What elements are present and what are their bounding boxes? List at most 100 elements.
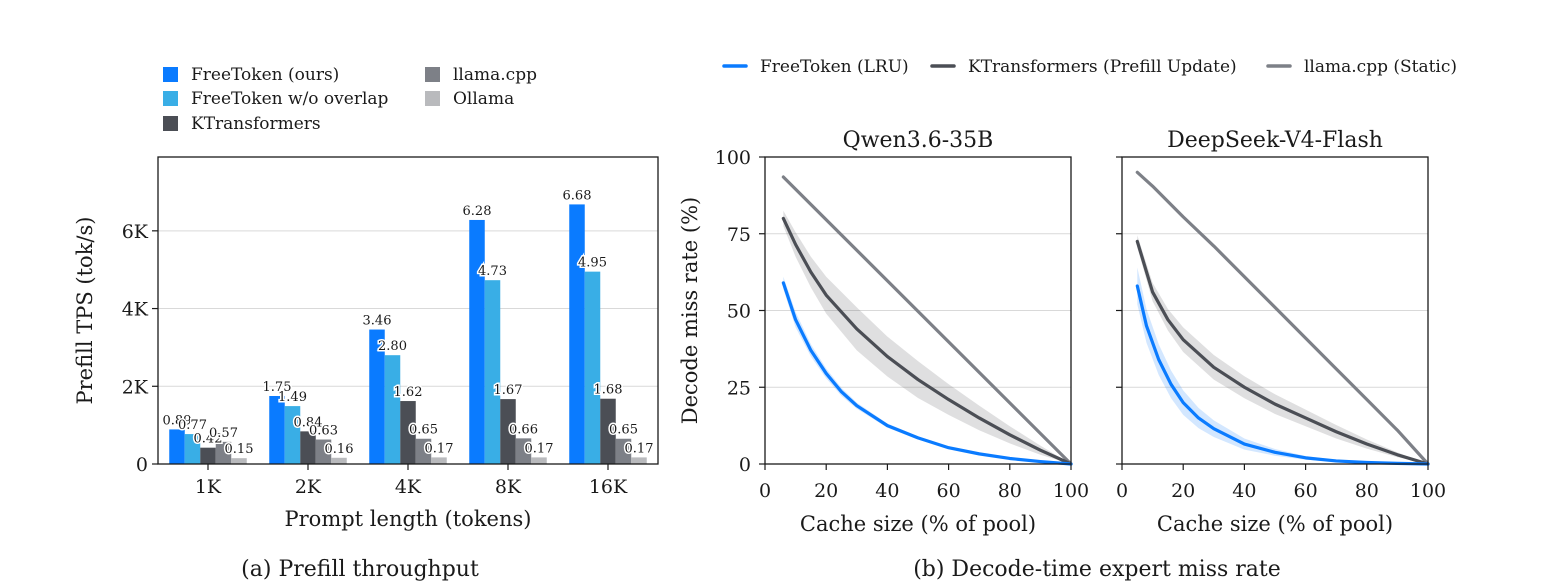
bar-value-label: 0.16: [325, 442, 354, 457]
bar-value-label: 0.42: [194, 432, 223, 447]
y-tick-label: 100: [715, 147, 751, 169]
x-tick-label: 20: [1171, 480, 1195, 502]
bar: [615, 438, 632, 464]
legend-swatch: [163, 116, 178, 131]
y-tick-label: 0: [739, 454, 751, 476]
caption-a: (a) Prefill throughput: [241, 557, 479, 582]
legend-label: FreeToken (LRU): [760, 57, 909, 77]
x-axis-label: Cache size (% of pool): [800, 512, 1036, 536]
y-tick-label: 6K: [122, 221, 149, 243]
bar: [315, 439, 332, 464]
bar: [300, 431, 316, 464]
bar: [400, 401, 416, 464]
caption-b: (b) Decode-time expert miss rate: [913, 557, 1281, 582]
x-tick-label: 8K: [495, 476, 522, 498]
panel-0: 0 25 50 75 100 0 20 40 60 80 100 Cache size (% of p…: [678, 128, 1089, 536]
x-tick-label: 80: [1355, 480, 1379, 502]
bar: [284, 406, 301, 464]
series-line: [1135, 239, 1430, 466]
bar: [369, 329, 385, 464]
bar-value-label: 2.80: [378, 339, 407, 354]
bar-value-label: 0.17: [425, 441, 454, 456]
x-tick-label: 4K: [395, 476, 422, 498]
y-axis-label: Prefill TPS (tok/s): [73, 217, 97, 405]
bar: [200, 447, 216, 464]
series-line: [1135, 170, 1430, 466]
x-tick-label: 100: [1410, 480, 1446, 502]
x-tick-label: 60: [937, 480, 961, 502]
bar-value-label: 0.66: [509, 422, 538, 437]
bar: [569, 204, 585, 464]
bar-value-label: 0.63: [309, 424, 338, 439]
bar: [215, 441, 232, 464]
legend-swatch: [425, 91, 440, 106]
bar-value-label: 4.95: [578, 256, 607, 271]
bar: [431, 457, 447, 464]
bar-value-label: 0.17: [525, 441, 554, 456]
bar-value-label: 0.77: [178, 418, 207, 433]
bar-value-label: 1.75: [263, 380, 292, 395]
legend-label: llama.cpp: [453, 65, 537, 85]
bar-value-label: 1.49: [278, 390, 307, 405]
x-axis-label: Cache size (% of pool): [1157, 512, 1393, 536]
y-axis-label: Decode miss rate (%): [678, 197, 702, 425]
series-line: [781, 281, 1073, 466]
panel-title: DeepSeek-V4-Flash: [1167, 128, 1383, 153]
y-tick-label: 4K: [122, 299, 149, 321]
bar: [415, 438, 432, 464]
bar: [600, 398, 616, 464]
series-line: [781, 216, 1073, 466]
bar: [631, 457, 647, 464]
bar: [584, 271, 601, 464]
y-tick-label: 0: [136, 454, 148, 476]
x-tick-label: 16K: [589, 476, 628, 498]
x-tick-label: 2K: [295, 476, 322, 498]
x-tick-label: 40: [1232, 480, 1256, 502]
x-axis-label: Prompt length (tokens): [285, 507, 532, 531]
confidence-band: [1137, 267, 1428, 464]
bar: [331, 457, 347, 464]
y-tick-label: 25: [727, 377, 751, 399]
x-tick-label: 0: [1116, 480, 1128, 502]
legend-swatch: [425, 67, 440, 82]
legend-label: Ollama: [453, 89, 514, 109]
x-tick-label: 0: [759, 480, 771, 502]
panel-title: Qwen3.6-35B: [843, 128, 994, 153]
x-tick-label: 100: [1053, 480, 1089, 502]
bar: [484, 280, 501, 464]
bar: [269, 395, 285, 464]
panel-1: 0 20 40 60 80 100 Cache size (% of pool) DeepSe…: [1116, 128, 1446, 536]
bar-value-label: 1.67: [494, 383, 523, 398]
y-tick-label: 2K: [122, 376, 149, 398]
bar: [500, 399, 516, 464]
x-tick-label: 20: [814, 480, 838, 502]
legend-label: FreeToken w/o overlap: [191, 89, 389, 109]
x-tick-label: 40: [875, 480, 899, 502]
bar-value-label: 0.17: [625, 441, 654, 456]
bar: [531, 457, 547, 464]
bar: [169, 429, 185, 464]
bar-value-label: 0.89: [163, 413, 192, 428]
bar-value-label: 4.73: [478, 264, 507, 279]
legend-swatch: [163, 91, 178, 106]
series-line: [1135, 284, 1430, 466]
bar-value-label: 6.68: [563, 188, 592, 203]
bar: [515, 438, 532, 464]
x-tick-label: 80: [998, 480, 1022, 502]
legend-swatch: [163, 67, 178, 82]
confidence-band: [1137, 235, 1428, 464]
legend-label: KTransformers: [191, 114, 321, 134]
series-line: [781, 175, 1073, 466]
bar-value-label: 3.46: [363, 314, 392, 329]
bar-value-label: 6.28: [463, 204, 492, 219]
x-tick-label: 60: [1294, 480, 1318, 502]
bar-value-label: 0.57: [209, 426, 238, 441]
x-tick-label: 1K: [195, 476, 222, 498]
legend-label: FreeToken (ours): [191, 65, 339, 85]
y-tick-label: 75: [727, 224, 751, 246]
bar-value-label: 0.65: [409, 423, 438, 438]
legend-label: KTransformers (Prefill Update): [968, 57, 1237, 77]
y-tick-label: 50: [727, 301, 751, 323]
bar: [469, 219, 485, 464]
